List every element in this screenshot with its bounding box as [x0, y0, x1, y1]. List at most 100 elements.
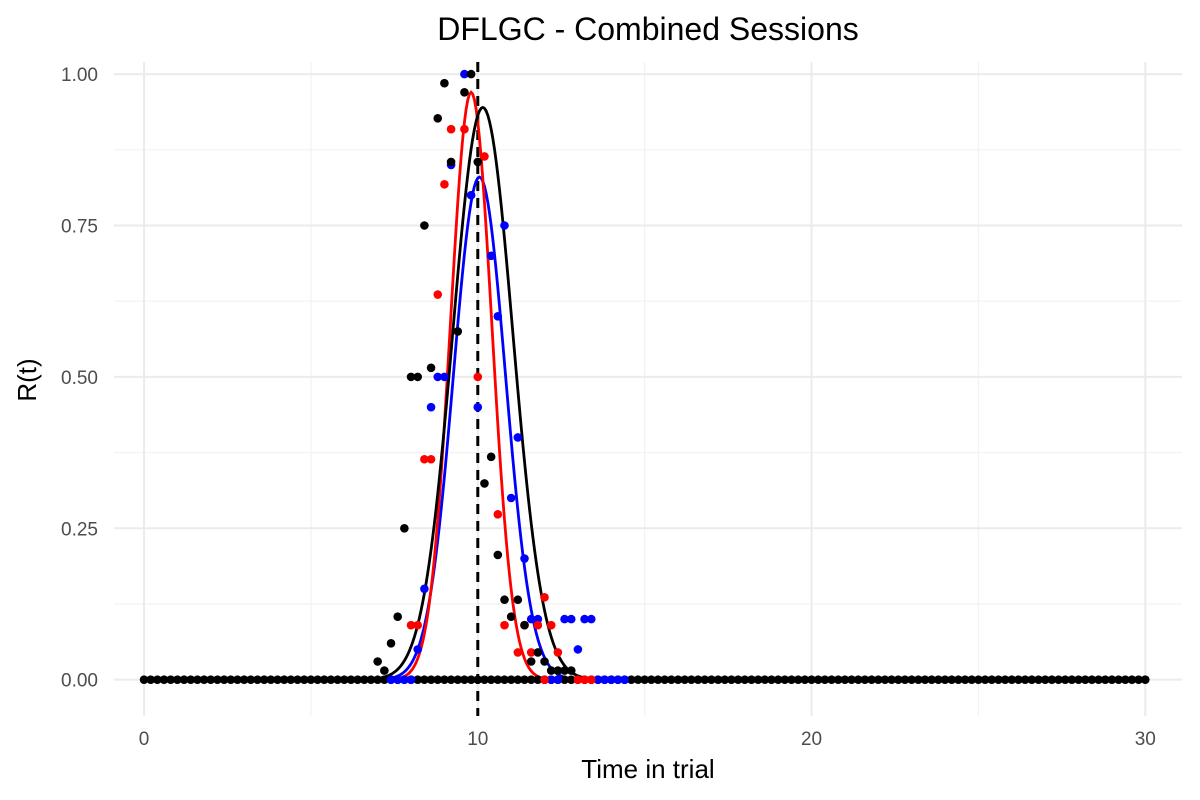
data-point — [513, 595, 523, 605]
data-point — [453, 327, 463, 336]
baseline-point — [346, 675, 356, 684]
baseline-point — [873, 675, 883, 684]
baseline-point — [733, 675, 743, 684]
data-point — [393, 675, 402, 684]
baseline-point — [1000, 675, 1010, 684]
baseline-point — [980, 675, 990, 684]
data-point — [426, 363, 436, 373]
baseline-point — [1094, 675, 1103, 684]
baseline-point — [767, 675, 776, 684]
baseline-point — [560, 675, 569, 684]
data-point — [413, 620, 423, 630]
data-point — [520, 620, 529, 630]
baseline-point — [807, 675, 816, 684]
y-axis-title: R(t) — [12, 358, 42, 401]
data-point — [380, 666, 389, 675]
baseline-point — [366, 675, 376, 684]
baseline-point — [186, 675, 196, 684]
data-point — [546, 675, 556, 684]
baseline-point — [426, 675, 436, 684]
baseline-point — [259, 675, 269, 684]
baseline-point — [213, 675, 222, 684]
baseline-point — [253, 675, 262, 684]
data-point — [613, 675, 623, 684]
x-tick-label: 20 — [801, 729, 822, 750]
baseline-point — [1100, 675, 1110, 684]
data-point — [386, 639, 396, 648]
baseline-point — [566, 675, 576, 684]
baseline-point — [233, 675, 242, 684]
y-tick-label: 0.25 — [61, 519, 98, 540]
baseline-point — [773, 675, 783, 684]
baseline-point — [700, 675, 710, 684]
baseline-point — [1007, 675, 1017, 684]
data-point — [460, 124, 469, 134]
baseline-point — [506, 675, 516, 684]
baseline-point — [1040, 675, 1050, 684]
baseline-point — [380, 675, 389, 684]
x-tick-label: 10 — [467, 729, 488, 750]
data-point — [546, 620, 556, 630]
data-point — [493, 510, 503, 519]
baseline-point — [960, 675, 970, 684]
baseline-point — [199, 675, 209, 684]
data-point — [586, 614, 596, 624]
baseline-point — [740, 675, 750, 684]
data-point — [500, 620, 509, 630]
baseline-point — [640, 675, 649, 684]
baseline-point — [840, 675, 850, 684]
baseline-point — [947, 675, 957, 684]
baseline-point — [967, 675, 977, 684]
baseline-point — [266, 675, 276, 684]
data-point — [566, 614, 576, 624]
data-point — [433, 372, 443, 382]
baseline-point — [1087, 675, 1097, 684]
data-point — [486, 452, 496, 462]
y-tick-label: 0.50 — [61, 368, 98, 389]
data-point — [446, 124, 456, 134]
baseline-point — [526, 675, 536, 684]
data-point — [520, 554, 529, 563]
baseline-point — [1034, 675, 1043, 684]
data-point — [420, 584, 429, 594]
baseline-point — [339, 675, 349, 684]
baseline-point — [166, 675, 176, 684]
data-point — [473, 157, 483, 167]
baseline-point — [627, 675, 636, 684]
baseline-point — [433, 675, 443, 684]
data-point — [433, 290, 443, 299]
baseline-point — [453, 675, 463, 684]
data-point — [553, 648, 563, 657]
baseline-point — [226, 675, 236, 684]
data-point — [526, 614, 536, 624]
data-point — [493, 550, 503, 560]
data-point — [400, 675, 409, 684]
data-point — [406, 675, 416, 684]
baseline-point — [1080, 675, 1090, 684]
baseline-point — [520, 675, 529, 684]
baseline-point — [219, 675, 229, 684]
data-point — [486, 251, 496, 261]
baseline-point — [493, 675, 503, 684]
tick-labels: 0 10 20 30 0.00 0.25 0.50 0.75 1.00 — [61, 65, 1156, 750]
baseline-point — [727, 675, 736, 684]
baseline-point — [647, 675, 656, 684]
baseline-point — [153, 675, 162, 684]
baseline-point — [667, 675, 676, 684]
data-point — [480, 479, 489, 488]
baseline-point — [173, 675, 182, 684]
baseline-point — [1107, 675, 1117, 684]
data-point — [473, 372, 483, 382]
y-tick-label: 0.75 — [61, 217, 98, 238]
baseline-point — [1067, 675, 1077, 684]
baseline-point — [887, 675, 896, 684]
data-points — [139, 69, 1150, 684]
baseline-point — [894, 675, 903, 684]
baseline-point — [974, 675, 983, 684]
data-point — [586, 675, 596, 684]
baseline-point — [293, 675, 302, 684]
data-point — [506, 612, 516, 621]
data-point — [466, 190, 476, 200]
baseline-point — [460, 675, 469, 684]
baseline-point — [833, 675, 843, 684]
